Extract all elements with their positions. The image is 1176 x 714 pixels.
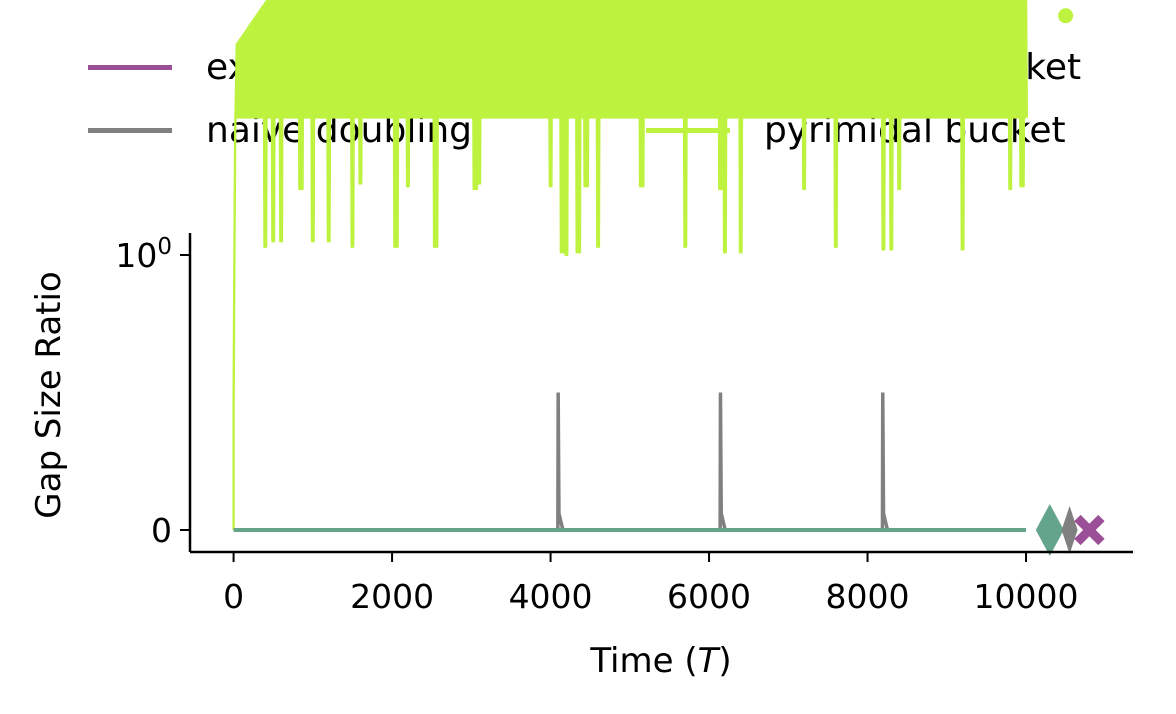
y-tick-label-base: 10: [115, 236, 157, 275]
final-marker-saturating-bucket: [1035, 504, 1064, 556]
x-tick-label: 10000: [974, 577, 1079, 616]
legend-swatch-pyrimidal-bucket: [646, 127, 730, 133]
x-axis-label-main: Time (: [589, 641, 697, 681]
x-tick-label: 8000: [826, 577, 910, 616]
x-axis-label-end: ): [718, 641, 731, 681]
legend-swatch-naive-doubling: [88, 127, 172, 133]
series-layer: [232, 0, 1028, 532]
y-axis-label: Gap Size Ratio: [29, 271, 69, 518]
y-tick-label: 100: [115, 234, 172, 275]
x-axis-label-variable: T: [698, 641, 721, 681]
y-tick-label: 0: [151, 511, 172, 550]
x-tick-label: 0: [223, 577, 244, 616]
series-line-naive-doubling: [233, 392, 1027, 532]
final-marker-extended-ringbuf: [1074, 514, 1105, 546]
x-tick-label: 6000: [667, 577, 751, 616]
x-axis-label: Time (T): [589, 641, 731, 681]
marker-layer: [1035, 8, 1105, 556]
legend-swatch-extended-ringbuf: [88, 64, 172, 70]
x-tick-label: 2000: [350, 577, 434, 616]
y-tick-label-exponent: 0: [157, 234, 172, 260]
final-marker-naive-doubling: [1061, 506, 1078, 554]
axes-layer: [188, 233, 1133, 554]
x-tick-label: 4000: [509, 577, 593, 616]
final-marker-pyrimidal-bucket: [1058, 8, 1074, 24]
series-line-pyrimidal-bucket: [232, 0, 1028, 530]
